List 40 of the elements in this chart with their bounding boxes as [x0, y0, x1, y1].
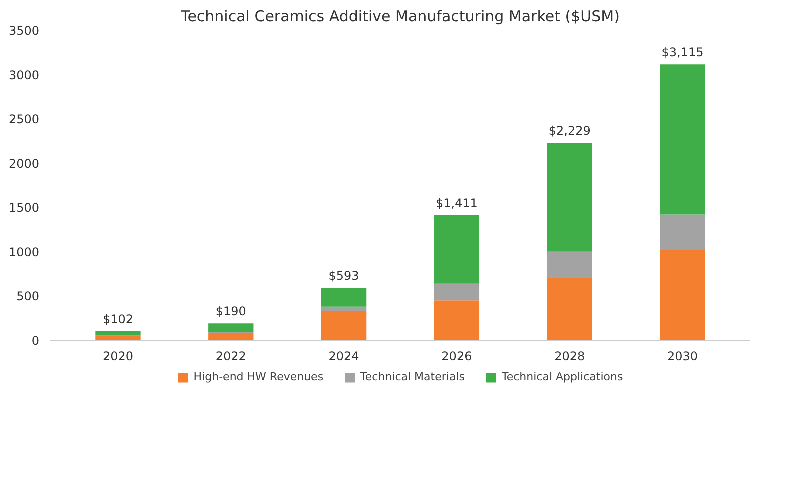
total-label: $3,115	[662, 46, 704, 60]
x-tick-label: 2024	[328, 350, 360, 364]
total-label: $190	[216, 304, 246, 319]
bar	[208, 324, 254, 333]
legend-label: Technical Materials	[360, 370, 465, 384]
y-tick-label: 3000	[8, 68, 40, 82]
bar	[660, 214, 706, 250]
total-label: $593	[328, 268, 360, 283]
x-tick-label: 2022	[216, 350, 246, 364]
bar	[547, 278, 592, 340]
y-tick-label: 0	[32, 334, 40, 348]
legend-label: High-end HW Revenues	[194, 370, 324, 384]
bar	[660, 250, 706, 340]
bar	[434, 216, 480, 284]
x-tick-label: 2026	[442, 350, 472, 364]
bar	[321, 306, 367, 312]
bar	[547, 252, 592, 278]
bar	[547, 143, 592, 252]
x-tick-label: 2028	[554, 350, 586, 364]
total-label: $2,229	[548, 124, 591, 138]
bar	[434, 284, 480, 301]
bar	[321, 288, 367, 307]
x-tick-label: 2020	[102, 350, 134, 364]
y-tick-label: 500	[16, 290, 40, 304]
bar	[434, 300, 480, 340]
chart-title: Technical Ceramics Additive Manufacturing Market ($USM)	[180, 8, 620, 26]
bar	[208, 333, 254, 340]
total-label: $1,411	[436, 196, 478, 211]
bar	[96, 336, 141, 340]
x-tick-label: 2030	[667, 350, 698, 364]
y-tick-label: 3500	[8, 24, 40, 38]
bar	[96, 331, 141, 336]
bar	[660, 64, 706, 215]
legend-label: Technical Applications	[502, 370, 624, 384]
y-tick-label: 1000	[8, 245, 40, 260]
total-label: $102	[102, 312, 134, 326]
y-tick-label: 2000	[8, 156, 40, 171]
y-tick-label: 1500	[8, 201, 40, 216]
y-tick-label: 2500	[8, 112, 40, 127]
bar	[321, 311, 367, 340]
